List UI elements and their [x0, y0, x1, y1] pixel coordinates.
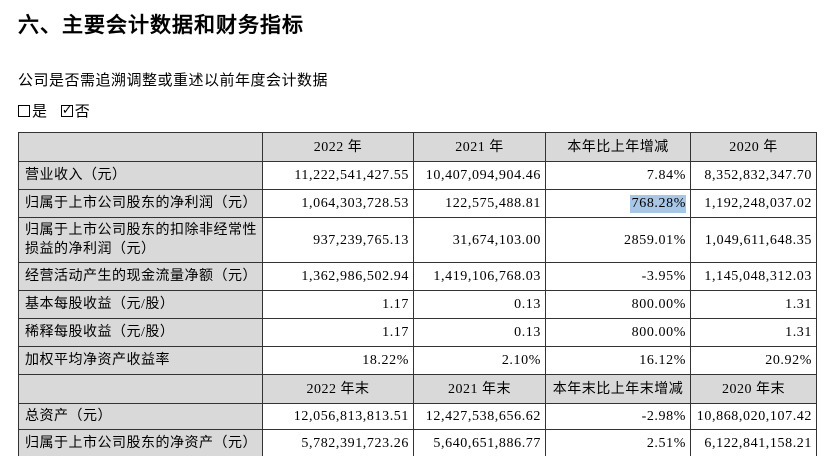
value-2021: 10,407,094,904.46	[413, 161, 546, 190]
row-label: 营业收入（元）	[18, 161, 263, 190]
table-row-weighted-avg-roe: 加权平均净资产收益率 18.22% 2.10% 16.12% 20.92%	[18, 346, 817, 375]
value-change: -2.98%	[545, 403, 691, 430]
row-label: 归属于上市公司股东的净资产（元）	[18, 429, 263, 456]
checkbox-checked-icon	[60, 103, 73, 118]
option-yes-label: 是	[32, 104, 48, 120]
value-2022: 1.17	[262, 318, 414, 347]
restatement-question: 公司是否需追溯调整或重述以前年度会计数据	[18, 73, 329, 89]
value-change: -3.95%	[545, 262, 691, 291]
financial-indicators-table: 2022 年 2021 年 本年比上年增减 2020 年 营业收入（元） 11,…	[18, 132, 817, 456]
restatement-options: 是 否	[18, 100, 834, 121]
header-2021-end: 2021 年末	[413, 374, 546, 404]
value-2021: 2.10%	[413, 346, 546, 375]
row-label: 基本每股收益（元/股）	[18, 290, 263, 319]
section-title: 六、主要会计数据和财务指标	[18, 14, 304, 37]
option-no: 否	[60, 103, 90, 120]
header-2020-end: 2020 年末	[690, 374, 817, 404]
value-2021: 31,674,103.00	[413, 217, 546, 263]
value-2021: 0.13	[413, 290, 546, 319]
annual-header-row: 2022 年 2021 年 本年比上年增减 2020 年	[18, 132, 817, 162]
value-2020: 1,192,248,037.02	[690, 189, 817, 218]
value-2020: 10,868,020,107.42	[690, 403, 817, 430]
value-change: 2859.01%	[545, 217, 691, 263]
value-2021: 12,427,538,656.62	[413, 403, 546, 430]
table-row-basic-eps: 基本每股收益（元/股） 1.17 0.13 800.00% 1.31	[18, 290, 817, 319]
value-2022: 937,239,765.13	[262, 217, 414, 263]
value-2022: 5,782,391,723.26	[262, 429, 414, 456]
option-no-label: 否	[74, 104, 90, 120]
value-2020: 1,145,048,312.03	[690, 262, 817, 291]
value-2020: 1.31	[690, 290, 817, 319]
table-row-revenue: 营业收入（元） 11,222,541,427.55 10,407,094,904…	[18, 161, 817, 190]
value-2021: 122,575,488.81	[413, 189, 546, 218]
checkbox-unchecked-icon	[18, 105, 30, 117]
value-2020: 20.92%	[690, 346, 817, 375]
row-label: 稀释每股收益（元/股）	[18, 318, 263, 347]
value-2020: 1.31	[690, 318, 817, 347]
header-2021: 2021 年	[413, 132, 546, 162]
header-2020: 2020 年	[690, 132, 817, 162]
value-2022: 12,056,813,813.51	[262, 403, 414, 430]
value-2020: 8,352,832,347.70	[690, 161, 817, 190]
value-change: 800.00%	[545, 318, 691, 347]
value-2022: 11,222,541,427.55	[262, 161, 414, 190]
value-2020: 6,122,841,158.21	[690, 429, 817, 456]
row-label: 归属于上市公司股东的扣除非经常性损益的净利润（元）	[18, 217, 263, 263]
value-2022: 1,362,986,502.94	[262, 262, 414, 291]
table-row-total-assets: 总资产（元） 12,056,813,813.51 12,427,538,656.…	[18, 403, 817, 430]
value-2021: 1,419,106,768.03	[413, 262, 546, 291]
row-label: 归属于上市公司股东的净利润（元）	[18, 189, 263, 218]
header-yoy-change: 本年比上年增减	[545, 132, 691, 162]
value-2022: 18.22%	[262, 346, 414, 375]
table-row-diluted-eps: 稀释每股收益（元/股） 1.17 0.13 800.00% 1.31	[18, 318, 817, 347]
table-row-operating-cash-flow: 经营活动产生的现金流量净额（元） 1,362,986,502.94 1,419,…	[18, 262, 817, 291]
row-label: 经营活动产生的现金流量净额（元）	[18, 262, 263, 291]
value-2020: 1,049,611,648.35	[690, 217, 817, 263]
value-change: 768.28%	[545, 189, 691, 218]
value-change: 7.84%	[545, 161, 691, 190]
table-row-net-assets: 归属于上市公司股东的净资产（元） 5,782,391,723.26 5,640,…	[18, 429, 817, 456]
header-2022-end: 2022 年末	[262, 374, 414, 404]
header-2022: 2022 年	[262, 132, 414, 162]
table-row-net-profit: 归属于上市公司股东的净利润（元） 1,064,303,728.53 122,57…	[18, 189, 817, 218]
year-end-header-row: 2022 年末 2021 年末 本年末比上年末增减 2020 年末	[18, 374, 817, 404]
header-year-end-change: 本年末比上年末增减	[545, 374, 691, 404]
highlighted-change-value: 768.28%	[629, 195, 686, 213]
option-yes: 是	[18, 104, 47, 120]
row-label: 总资产（元）	[18, 403, 263, 430]
value-2022: 1,064,303,728.53	[262, 189, 414, 218]
value-2021: 5,640,651,886.77	[413, 429, 546, 456]
value-2022: 1.17	[262, 290, 414, 319]
value-change: 16.12%	[545, 346, 691, 375]
header-blank-cell	[18, 374, 263, 404]
value-change: 800.00%	[545, 290, 691, 319]
row-label: 加权平均净资产收益率	[18, 346, 263, 375]
value-change: 2.51%	[545, 429, 691, 456]
value-2021: 0.13	[413, 318, 546, 347]
table-row-deducted-net-profit: 归属于上市公司股东的扣除非经常性损益的净利润（元） 937,239,765.13…	[18, 217, 817, 263]
header-blank-cell	[18, 132, 263, 162]
